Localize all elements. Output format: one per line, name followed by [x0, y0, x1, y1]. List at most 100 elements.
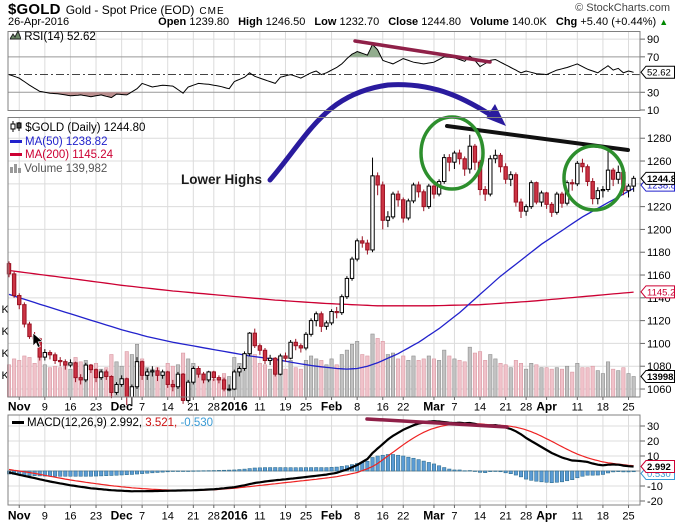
- macd-legend: MACD(12,26,9) 2.992, 3.521, -0.530: [12, 417, 213, 430]
- svg-text:23: 23: [90, 511, 102, 523]
- svg-text:K: K: [2, 304, 10, 316]
- svg-text:Apr: Apr: [536, 509, 557, 523]
- rsi-legend: RSI(14) 52.62: [9, 29, 96, 44]
- svg-text:14: 14: [162, 402, 174, 414]
- ma50-legend-text: MA(50) 1238.82: [25, 135, 108, 148]
- svg-text:K: K: [2, 348, 10, 360]
- svg-text:Mar: Mar: [423, 400, 445, 414]
- price-legend: $GOLD (Daily) 1244.80 MA(50) 1238.82 MA(…: [10, 121, 145, 176]
- svg-text:22: 22: [397, 402, 409, 414]
- instrument-name: Gold - Spot Price (EOD): [65, 3, 195, 17]
- svg-text:Mar: Mar: [423, 509, 445, 523]
- svg-text:25: 25: [300, 402, 312, 414]
- svg-text:1160: 1160: [647, 270, 671, 282]
- svg-text:Nov: Nov: [8, 509, 31, 523]
- svg-text:1145.24: 1145.24: [647, 287, 675, 298]
- svg-text:16: 16: [377, 402, 389, 414]
- svg-text:K: K: [2, 370, 10, 382]
- open-label: Open: [158, 16, 187, 28]
- svg-text:Nov: Nov: [8, 400, 31, 414]
- svg-text:0.530: 0.530: [647, 469, 671, 480]
- svg-text:21: 21: [500, 402, 512, 414]
- svg-text:2016: 2016: [221, 400, 248, 414]
- high-label: High: [238, 16, 263, 28]
- svg-text:19: 19: [279, 511, 291, 523]
- svg-text:1220: 1220: [647, 202, 671, 214]
- svg-text:28: 28: [520, 402, 532, 414]
- svg-text:28: 28: [520, 511, 532, 523]
- svg-text:11: 11: [572, 402, 583, 414]
- svg-text:25: 25: [300, 511, 312, 523]
- volume-legend-text: Volume 139,982: [24, 162, 108, 175]
- stockcharts-credit: © StockCharts.com: [575, 2, 670, 14]
- open-value: 1239.80: [189, 16, 230, 28]
- svg-text:9: 9: [42, 511, 48, 523]
- chg-label: Chg: [555, 16, 578, 28]
- svg-text:11: 11: [572, 511, 583, 523]
- quote-line: 26-Apr-2016 Open 1239.80 High 1246.50 Low 1…: [8, 16, 668, 28]
- svg-text:16: 16: [64, 402, 76, 414]
- svg-text:19: 19: [279, 402, 291, 414]
- svg-text:1200: 1200: [647, 224, 671, 236]
- svg-text:1260: 1260: [647, 156, 671, 168]
- macd-legend-label: MACD(12,26,9): [27, 417, 107, 429]
- close-label: Close: [388, 16, 419, 28]
- macd-value: 2.992,: [110, 417, 143, 429]
- up-triangle-icon: ▲: [659, 17, 669, 27]
- svg-text:1180: 1180: [647, 247, 671, 259]
- symbol-legend-text: $GOLD (Daily) 1244.80: [25, 122, 146, 134]
- svg-text:1060: 1060: [647, 384, 671, 396]
- close-value: 1244.80: [421, 16, 462, 28]
- rsi-icon: [9, 29, 22, 40]
- high-value: 1246.50: [265, 16, 306, 28]
- svg-text:-20: -20: [647, 496, 663, 508]
- volume-bars-icon: [10, 163, 21, 173]
- svg-text:1120: 1120: [647, 316, 671, 328]
- low-label: Low: [314, 16, 337, 28]
- svg-text:25: 25: [622, 402, 634, 414]
- svg-text:16: 16: [377, 511, 389, 523]
- svg-text:K: K: [2, 326, 10, 338]
- svg-text:Dec: Dec: [111, 509, 133, 523]
- svg-text:1244.80: 1244.80: [647, 174, 675, 185]
- svg-text:139982: 139982: [647, 372, 675, 383]
- svg-text:9: 9: [42, 402, 48, 414]
- svg-text:21: 21: [500, 511, 512, 523]
- svg-text:7: 7: [139, 402, 145, 414]
- svg-text:16: 16: [64, 511, 76, 523]
- macd-hist-value: -0.530: [180, 417, 214, 429]
- svg-text:30: 30: [647, 87, 659, 99]
- volume-label: Volume: [470, 16, 509, 28]
- svg-text:8: 8: [354, 402, 360, 414]
- svg-text:Lower Highs: Lower Highs: [181, 172, 262, 187]
- svg-text:7: 7: [451, 511, 457, 523]
- svg-text:21: 21: [187, 402, 199, 414]
- svg-text:18: 18: [597, 402, 609, 414]
- macd-line-icon: [12, 421, 24, 425]
- svg-text:2016: 2016: [221, 509, 248, 523]
- svg-text:-10: -10: [647, 481, 663, 493]
- svg-text:Feb: Feb: [321, 509, 342, 523]
- svg-text:22: 22: [397, 511, 409, 523]
- exchange-label: CME: [199, 6, 225, 17]
- volume-value: 140.0K: [512, 16, 547, 28]
- svg-text:14: 14: [474, 511, 486, 523]
- low-value: 1232.70: [339, 16, 380, 28]
- rsi-legend-text: RSI(14) 52.62: [24, 31, 96, 43]
- svg-text:30: 30: [647, 421, 659, 433]
- svg-text:23: 23: [90, 402, 102, 414]
- svg-text:18: 18: [597, 511, 609, 523]
- svg-text:70: 70: [647, 52, 659, 64]
- svg-text:1238.82: 1238.82: [647, 181, 675, 192]
- svg-text:20: 20: [647, 436, 659, 448]
- svg-text:25: 25: [622, 511, 634, 523]
- macd-signal-value: 3.521,: [145, 417, 178, 429]
- svg-text:10: 10: [647, 105, 659, 117]
- svg-text:Feb: Feb: [321, 400, 342, 414]
- svg-text:2.992: 2.992: [647, 462, 671, 473]
- svg-text:52.62: 52.62: [647, 68, 671, 79]
- svg-text:90: 90: [647, 34, 659, 46]
- ticker-symbol: $GOLD: [8, 1, 61, 18]
